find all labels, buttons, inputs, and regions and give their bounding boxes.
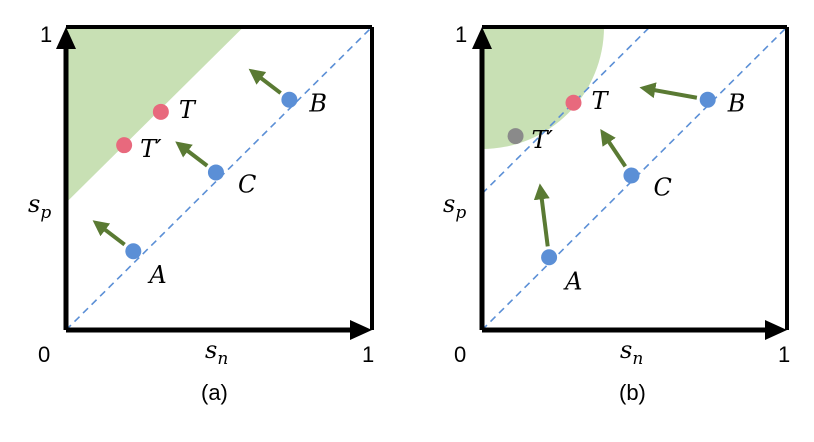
y-max-label: 1 <box>455 22 467 47</box>
point-label-B: B <box>727 90 746 118</box>
point-label-B: B <box>308 90 327 118</box>
gradient-arrow <box>639 82 698 100</box>
panel-caption: (a) <box>201 380 228 405</box>
y-axis-label-sub: p <box>455 203 466 223</box>
feasible-region <box>482 27 604 149</box>
x-max-label: 1 <box>778 342 790 367</box>
x-axis-arrowhead <box>350 320 372 340</box>
point-T-prime <box>507 128 524 145</box>
diagonal-line <box>481 26 788 331</box>
point-label-T-prime: T′ <box>140 135 162 163</box>
point-label-A: A <box>563 267 582 295</box>
gradient-arrow <box>533 183 550 247</box>
y-axis-arrowhead <box>56 27 76 49</box>
x-axis-arrowhead <box>765 320 787 340</box>
x-axis-label: sn <box>205 336 228 369</box>
offset-dashed-line <box>481 26 651 195</box>
point-C <box>623 167 640 184</box>
y-axis-label-sub: p <box>40 203 51 223</box>
y-max-label: 1 <box>40 22 52 47</box>
origin-label: 0 <box>38 342 50 367</box>
axis-frame <box>472 25 789 340</box>
y-axis-label: sp <box>443 190 466 223</box>
x-axis-label-sub: n <box>217 349 228 369</box>
region-quarter-circle <box>482 27 604 149</box>
point-label-A: A <box>147 261 166 289</box>
x-axis-label-main: s <box>620 336 632 364</box>
gradient-arrow <box>600 129 627 168</box>
arrow-group <box>92 68 282 247</box>
x-max-label: 1 <box>362 342 374 367</box>
point-A <box>125 243 142 260</box>
y-axis-label: sp <box>28 190 51 223</box>
point-B <box>699 91 716 108</box>
gradient-arrow <box>175 141 209 168</box>
point-T <box>565 94 582 111</box>
x-axis-label: sn <box>620 336 643 369</box>
point-label-C: C <box>238 170 256 198</box>
point-T <box>152 103 169 120</box>
point-B <box>281 91 298 108</box>
y-axis-label-main: s <box>443 190 455 218</box>
point-label-T: T <box>179 96 197 124</box>
panel-caption: (b) <box>619 380 646 405</box>
point-label-T: T <box>592 87 610 115</box>
x-axis-label-main: s <box>205 336 217 364</box>
origin-label: 0 <box>454 342 466 367</box>
point-T-prime <box>116 137 133 154</box>
gradient-arrow <box>92 220 126 247</box>
x-axis-label-sub: n <box>632 349 643 369</box>
axis-frame <box>56 25 374 340</box>
point-group: A C B T T′ <box>116 90 327 289</box>
gradient-arrow <box>248 68 282 95</box>
point-label-C: C <box>653 173 671 201</box>
arrow-group <box>533 82 698 247</box>
point-label-T-prime: T′ <box>532 126 554 154</box>
point-A <box>541 249 558 266</box>
point-C <box>207 164 224 181</box>
y-axis-arrowhead <box>472 27 492 49</box>
point-group: A C B T T′ <box>507 87 746 295</box>
y-axis-label-main: s <box>28 190 40 218</box>
